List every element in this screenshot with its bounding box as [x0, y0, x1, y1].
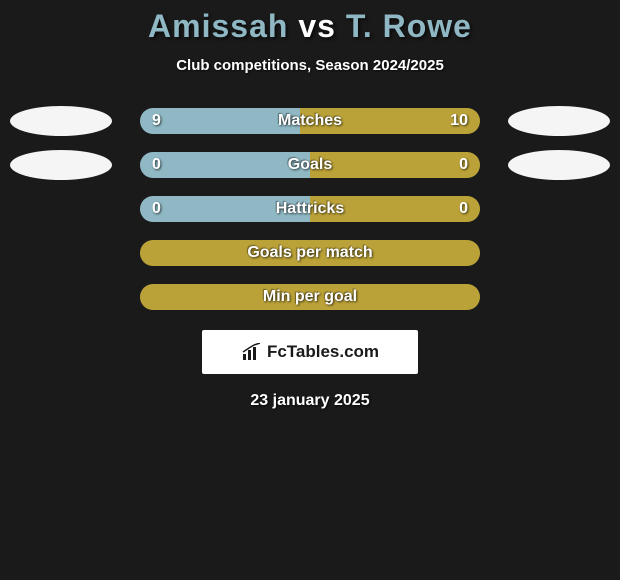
page-title: Amissah vs T. Rowe — [0, 8, 620, 45]
stat-value-left: 0 — [152, 200, 161, 218]
comparison-container: Amissah vs T. Rowe Club competitions, Se… — [0, 0, 620, 410]
stat-row: 9 10 Matches — [0, 106, 620, 136]
stat-label: Goals per match — [247, 244, 372, 262]
stat-label: Matches — [278, 112, 342, 130]
badge-spacer — [508, 282, 610, 312]
stat-value-right: 10 — [450, 112, 468, 130]
badge-spacer — [508, 238, 610, 268]
stat-value-left: 9 — [152, 112, 161, 130]
date-text: 23 january 2025 — [0, 392, 620, 410]
stat-bar: 9 10 Matches — [140, 108, 480, 134]
stat-label: Hattricks — [276, 200, 344, 218]
bar-fill-left — [140, 108, 300, 134]
chart-icon — [241, 343, 263, 361]
subtitle: Club competitions, Season 2024/2025 — [0, 57, 620, 74]
badge-spacer — [10, 194, 112, 224]
vs-text: vs — [298, 8, 336, 44]
player2-badge — [508, 150, 610, 180]
stat-label: Min per goal — [263, 288, 357, 306]
player1-badge — [10, 150, 112, 180]
stat-value-left: 0 — [152, 156, 161, 174]
stat-bar: Min per goal — [140, 284, 480, 310]
badge-spacer — [10, 238, 112, 268]
stat-bar: 0 0 Goals — [140, 152, 480, 178]
logo-inner: FcTables.com — [241, 342, 379, 362]
stat-bar: 0 0 Hattricks — [140, 196, 480, 222]
badge-spacer — [10, 282, 112, 312]
stat-row: Goals per match — [0, 238, 620, 268]
badge-spacer — [508, 194, 610, 224]
player2-badge — [508, 106, 610, 136]
bar-fill-right — [310, 152, 480, 178]
stat-label: Goals — [288, 156, 332, 174]
stat-row: 0 0 Goals — [0, 150, 620, 180]
logo-box[interactable]: FcTables.com — [202, 330, 418, 374]
stat-bar: Goals per match — [140, 240, 480, 266]
stats-rows: 9 10 Matches 0 0 Goals 0 0 Hattricks Goals per ma… — [0, 106, 620, 312]
stat-value-right: 0 — [459, 156, 468, 174]
stat-row: 0 0 Hattricks — [0, 194, 620, 224]
player2-name: T. Rowe — [346, 8, 472, 44]
logo-text: FcTables.com — [267, 342, 379, 362]
stat-row: Min per goal — [0, 282, 620, 312]
bar-fill-left — [140, 152, 310, 178]
stat-value-right: 0 — [459, 200, 468, 218]
player1-badge — [10, 106, 112, 136]
player1-name: Amissah — [148, 8, 288, 44]
